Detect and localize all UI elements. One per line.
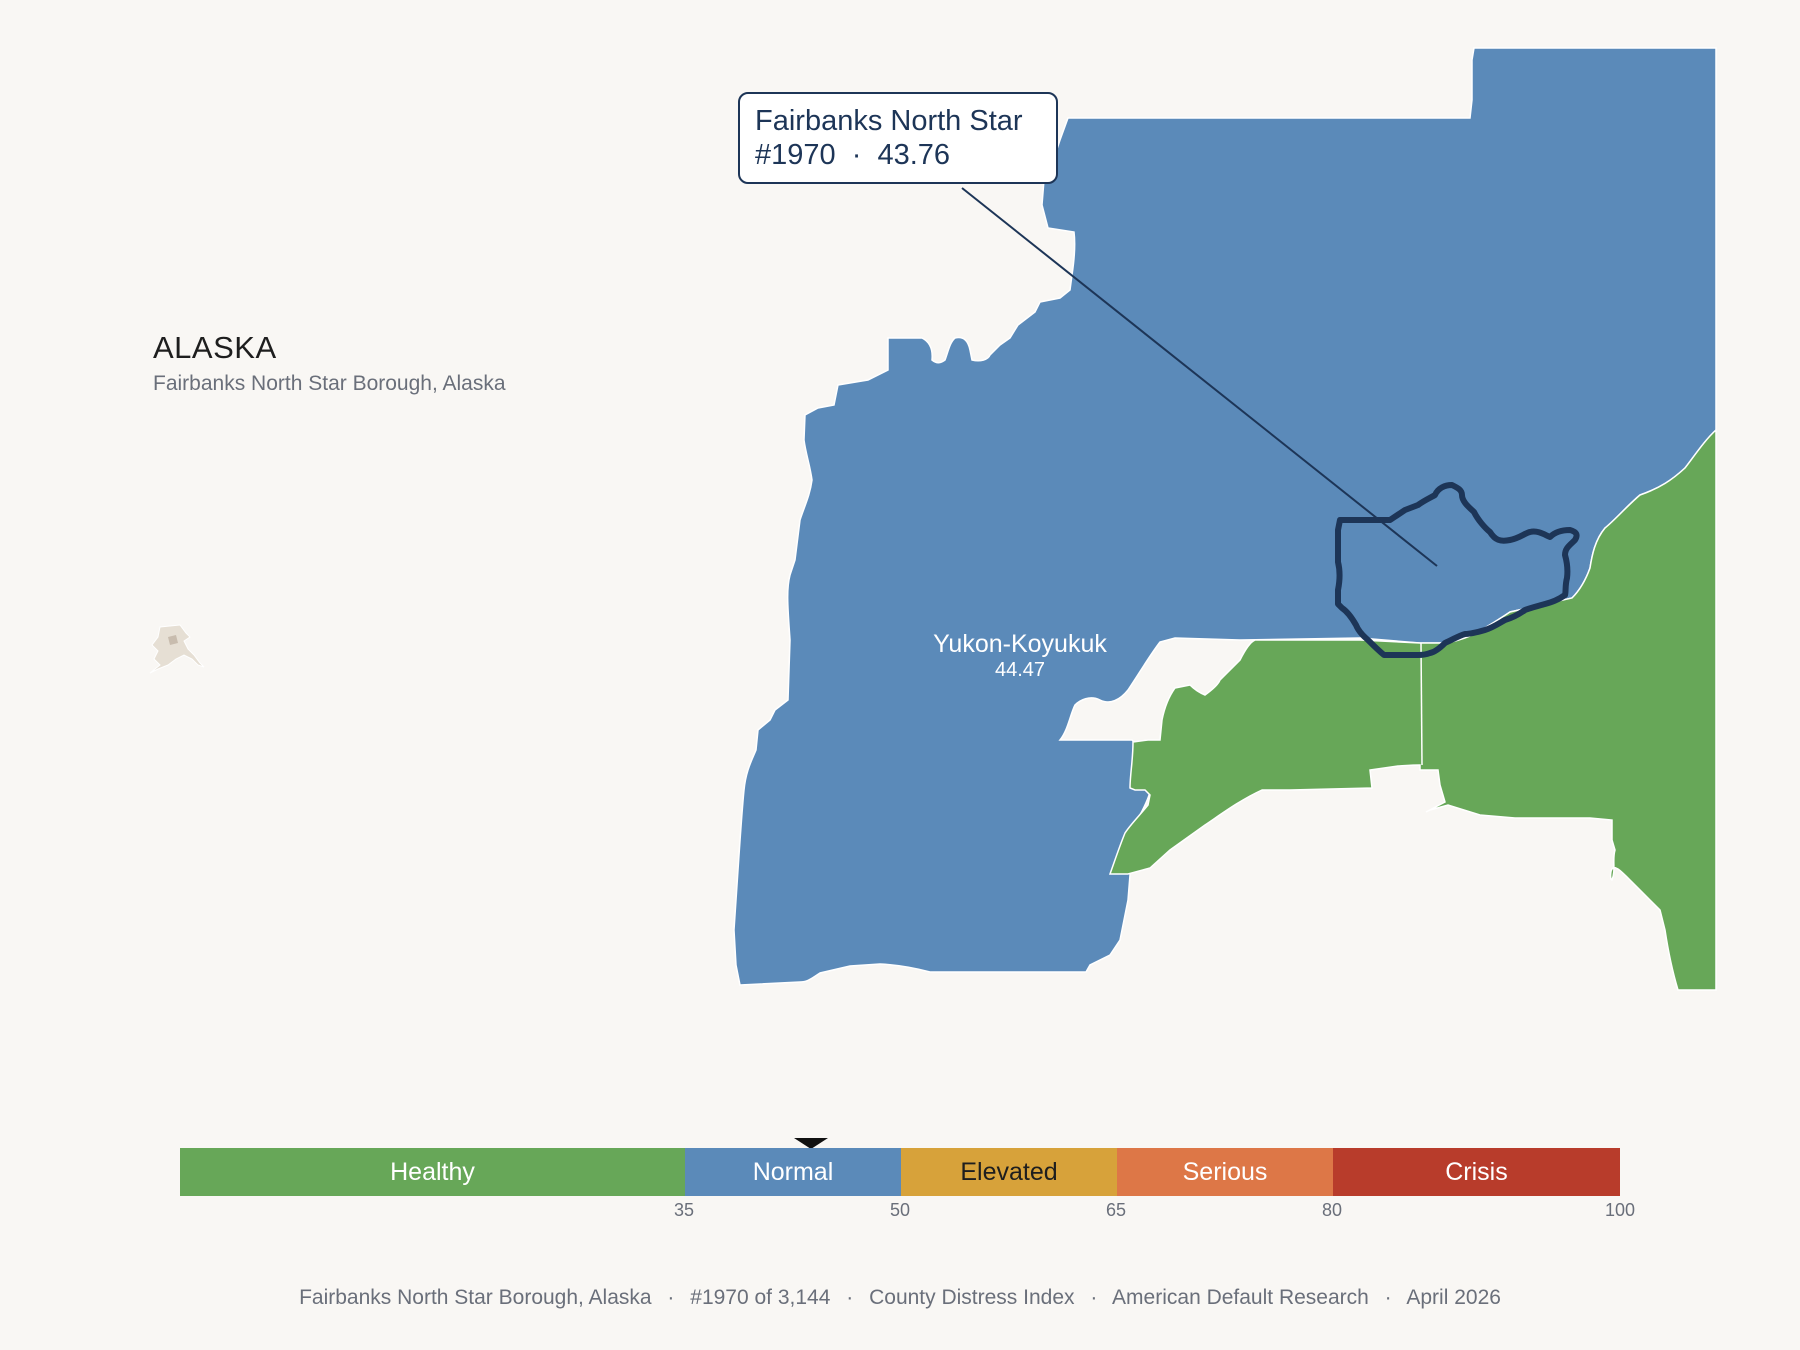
legend-tick-35: 35: [673, 1200, 695, 1220]
legend-segment-crisis: Crisis: [1333, 1148, 1620, 1196]
footer-separator: ·: [846, 1286, 854, 1309]
legend-segment-normal: Normal: [685, 1148, 901, 1196]
callout-separator: ·: [851, 139, 862, 171]
region-yukon-koyukuk[interactable]: [733, 47, 1717, 986]
legend-tick-50: 50: [889, 1200, 911, 1220]
footer-source: American Default Research: [1112, 1286, 1369, 1309]
footer-separator: ·: [667, 1286, 675, 1309]
state-subtitle: Fairbanks North Star Borough, Alaska: [153, 372, 506, 395]
region-label-name: Yukon-Koyukuk: [933, 630, 1107, 658]
footer-county: Fairbanks North Star Borough, Alaska: [299, 1286, 652, 1309]
callout-rank: #1970: [755, 139, 836, 171]
region-southeast: [1108, 428, 1717, 991]
callout-county-name: Fairbanks North Star: [755, 105, 1023, 137]
footer-index: County Distress Index: [869, 1286, 1075, 1309]
callout-score: 43.76: [877, 139, 951, 171]
region-label-value: 44.47: [994, 659, 1046, 681]
legend-segment-healthy: Healthy: [180, 1148, 685, 1196]
state-title: ALASKA: [153, 330, 277, 365]
region-label-yukon-koyukuk: Yukon-Koyukuk 44.47: [900, 630, 1140, 682]
legend-segment-elevated: Elevated: [901, 1148, 1117, 1196]
legend-tick-100: 100: [1604, 1200, 1636, 1220]
callout-leader-line: [961, 187, 1438, 567]
legend-tick-80: 80: [1321, 1200, 1343, 1220]
alaska-locator-inset: [149, 624, 205, 674]
score-marker-icon: [794, 1138, 829, 1149]
footer-caption: Fairbanks North Star Borough, Alaska · #…: [0, 1286, 1800, 1310]
legend-segment-serious: Serious: [1117, 1148, 1333, 1196]
legend-tick-65: 65: [1105, 1200, 1127, 1220]
callout-rank-score: #1970 · 43.76: [755, 138, 1041, 172]
footer-separator: ·: [1090, 1286, 1098, 1309]
region-boundary: [1420, 642, 1423, 766]
footer-separator: ·: [1384, 1286, 1392, 1309]
footer-rank: #1970 of 3,144: [690, 1286, 831, 1309]
footer-date: April 2026: [1406, 1286, 1501, 1309]
distress-scale-legend: Healthy Normal Elevated Serious Crisis: [180, 1148, 1620, 1196]
county-callout: Fairbanks North Star #1970 · 43.76: [738, 92, 1058, 184]
region-fairbanks-north-star[interactable]: [1335, 482, 1580, 658]
